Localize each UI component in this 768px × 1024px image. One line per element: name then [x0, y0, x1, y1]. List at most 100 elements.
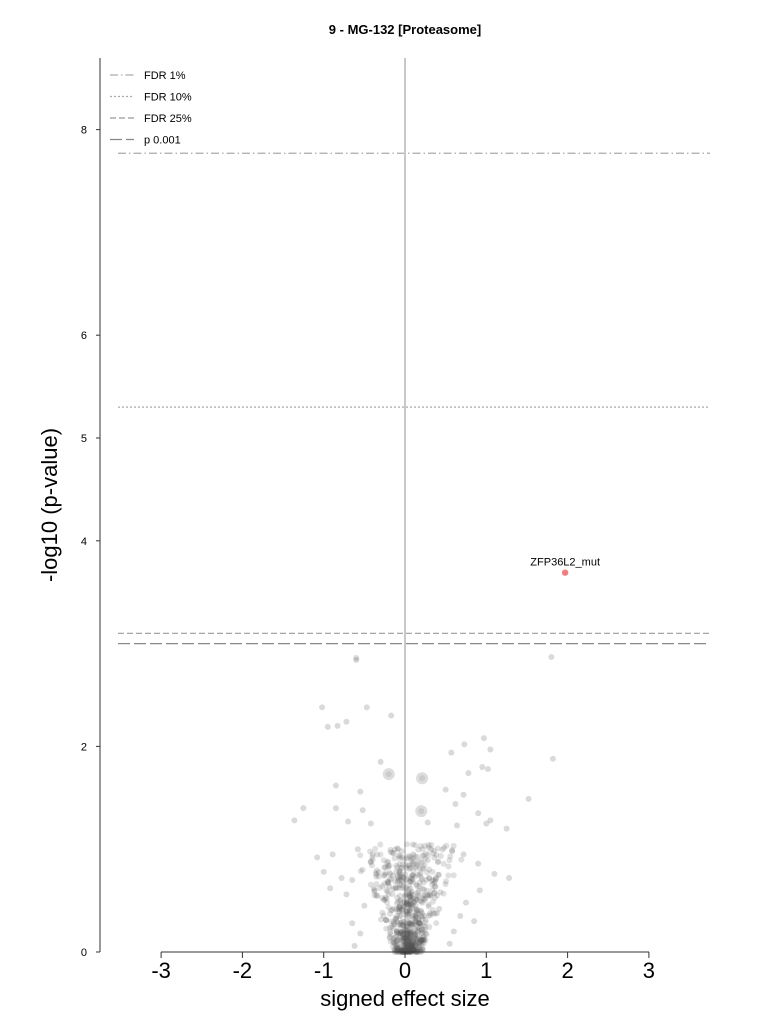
- data-point: [403, 944, 410, 951]
- data-point: [399, 931, 406, 938]
- data-point: [314, 854, 321, 861]
- data-point: [413, 946, 420, 953]
- data-point: [430, 847, 437, 854]
- data-point: [422, 917, 429, 924]
- data-point: [409, 888, 416, 895]
- data-point: [377, 758, 384, 765]
- data-point: [412, 897, 419, 904]
- x-tick-label: 0: [399, 958, 411, 983]
- data-point: [370, 885, 377, 892]
- data-point: [393, 944, 400, 951]
- data-point: [394, 928, 401, 935]
- data-point: [405, 930, 412, 937]
- data-point: [425, 842, 432, 849]
- data-point: [406, 907, 413, 914]
- data-point: [400, 935, 407, 942]
- data-point: [407, 920, 414, 927]
- data-point: [414, 929, 421, 936]
- data-point: [405, 909, 412, 916]
- data-point: [437, 853, 444, 860]
- data-point: [373, 892, 380, 899]
- data-point: [393, 862, 400, 869]
- data-point: [399, 928, 406, 935]
- data-point: [383, 899, 390, 906]
- data-point: [484, 766, 491, 773]
- data-point: [392, 885, 399, 892]
- data-point: [429, 898, 436, 905]
- data-point: [416, 920, 423, 927]
- data-point: [412, 942, 419, 949]
- data-point: [418, 926, 425, 933]
- data-point: [399, 918, 406, 925]
- data-point: [436, 905, 443, 912]
- data-point: [410, 879, 417, 886]
- data-point: [399, 946, 406, 953]
- data-point: [408, 944, 415, 951]
- data-point: [405, 946, 412, 953]
- data-point: [411, 946, 418, 953]
- data-point: [393, 938, 400, 945]
- data-point: [349, 920, 356, 927]
- data-point: [369, 851, 376, 858]
- data-point: [405, 911, 412, 918]
- data-point: [401, 856, 408, 863]
- data-point: [402, 871, 409, 878]
- data-point: [431, 894, 438, 901]
- data-point: [405, 937, 412, 944]
- data-point: [416, 939, 423, 946]
- data-point: [389, 907, 396, 914]
- data-point: [407, 928, 414, 935]
- data-point: [406, 920, 413, 927]
- data-point: [399, 931, 406, 938]
- data-point: [413, 907, 420, 914]
- data-point: [409, 937, 416, 944]
- data-point: [386, 883, 393, 890]
- data-point: [407, 929, 414, 936]
- data-point: [395, 852, 402, 859]
- data-point: [448, 749, 455, 756]
- data-point: [407, 930, 414, 937]
- data-point: [412, 873, 419, 880]
- x-tick-label: -1: [314, 958, 334, 983]
- data-point: [401, 934, 408, 941]
- data-point: [404, 931, 411, 938]
- data-point: [411, 938, 418, 945]
- data-point: [421, 892, 428, 899]
- data-point: [405, 936, 412, 943]
- data-point: [408, 922, 415, 929]
- data-point: [440, 844, 447, 851]
- data-point: [343, 891, 350, 898]
- data-point: [404, 855, 411, 862]
- data-point: [408, 940, 415, 947]
- data-point: [421, 940, 428, 947]
- data-point: [425, 851, 432, 858]
- data-point: [382, 894, 389, 901]
- data-point: [401, 900, 408, 907]
- data-point: [403, 900, 410, 907]
- data-point: [408, 877, 415, 884]
- data-point: [373, 867, 380, 874]
- data-point: [411, 931, 418, 938]
- legend-label: FDR 1%: [144, 70, 186, 82]
- data-point: [399, 944, 406, 951]
- data-point: [405, 938, 412, 945]
- data-point: [383, 895, 390, 902]
- data-point-large: [412, 857, 425, 870]
- data-point: [403, 933, 410, 940]
- data-point: [405, 917, 412, 924]
- chart-title: 9 - MG-132 [Proteasome]: [329, 22, 481, 37]
- data-point: [406, 891, 413, 898]
- data-point: [402, 885, 409, 892]
- data-point: [402, 945, 409, 952]
- data-point: [417, 937, 424, 944]
- data-point: [392, 939, 399, 946]
- data-point: [395, 898, 402, 905]
- data-point: [387, 849, 394, 856]
- data-point: [427, 892, 434, 899]
- data-point: [404, 931, 411, 938]
- data-point: [409, 913, 416, 920]
- data-point: [401, 941, 408, 948]
- data-point: [390, 920, 397, 927]
- data-point: [371, 887, 378, 894]
- data-point: [414, 907, 421, 914]
